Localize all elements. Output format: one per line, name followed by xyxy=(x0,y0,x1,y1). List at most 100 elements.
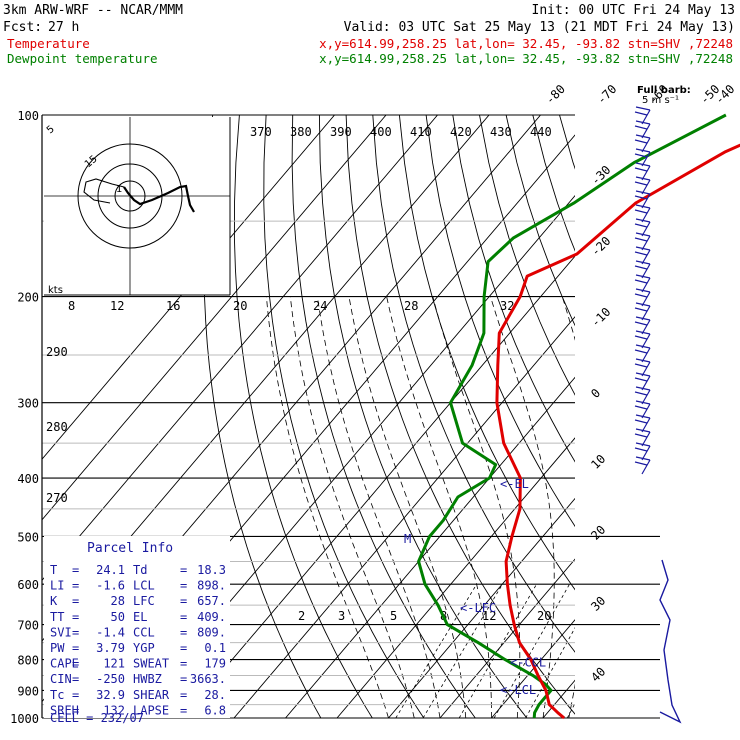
wind-barb-staff xyxy=(641,249,651,265)
pressure-label: 400 xyxy=(17,472,39,486)
wind-barb-flag xyxy=(634,181,648,186)
wind-barb-flag xyxy=(635,302,651,307)
isotherm xyxy=(42,115,335,460)
wind-barb-flag xyxy=(635,134,651,139)
theta-e-label: 390 xyxy=(330,125,352,139)
wind-barb-staff xyxy=(641,179,651,195)
parcel-eq: = xyxy=(180,672,187,686)
parcel-value: 3663. xyxy=(190,672,226,686)
theta-label: 290 xyxy=(46,345,68,359)
dry-adiabat xyxy=(559,115,575,170)
moist-adiabat xyxy=(432,296,521,718)
moist-adiabat xyxy=(289,296,415,718)
dry-adiabat xyxy=(479,115,575,396)
parcel-key: CIN xyxy=(50,672,72,686)
parcel-key: SREH xyxy=(50,703,79,717)
isotherm-label: 40 xyxy=(588,665,608,685)
parcel-eq: = xyxy=(180,563,187,577)
parcel-key: K xyxy=(50,594,58,608)
parcel-value: 24.1 xyxy=(96,563,125,577)
parcel-eq: = xyxy=(180,625,187,639)
wind-barb-flag xyxy=(634,447,648,452)
parcel-value: 18.3 xyxy=(197,563,226,577)
low-level-wind-trace xyxy=(659,559,682,724)
wind-barb-flag xyxy=(634,307,648,312)
parcel-key: LAPSE xyxy=(133,703,169,717)
wind-barb-flag xyxy=(634,363,648,368)
dry-adiabat xyxy=(693,115,740,718)
parcel-key: PW xyxy=(50,641,65,655)
legend-dewpoint-info: x,y=614.99,258.25 lat,lon= 32.45, -93.82… xyxy=(319,51,733,66)
parcel-value: -1.4 xyxy=(96,625,125,639)
parcel-key: CAPE xyxy=(50,657,79,671)
parcel-value: 32.9 xyxy=(96,688,125,702)
wind-barb-staff xyxy=(641,263,651,279)
wind-barb-staff xyxy=(641,221,651,237)
isotherm-label: -80 xyxy=(543,82,568,107)
wind-barb-staff xyxy=(641,137,651,153)
wind-barb-flag xyxy=(634,265,648,270)
wind-barb-staff xyxy=(641,361,651,377)
wind-barb-flag xyxy=(635,442,651,447)
dewpoint-profile xyxy=(417,113,727,719)
parcel-value: 50 xyxy=(111,610,125,624)
parcel-value: 28. xyxy=(204,688,226,702)
wind-barb-flag xyxy=(635,400,651,405)
parcel-key: EL xyxy=(133,610,147,624)
wind-barb-staff xyxy=(641,165,651,181)
parcel-eq: = xyxy=(180,641,187,655)
parcel-info-box: Parcel Info T = 24.1 Td = 18.3 LI = -1.6 LCL = 898.… xyxy=(44,536,230,725)
parcel-key: LFC xyxy=(133,594,155,608)
dry-adiabat xyxy=(720,115,740,718)
wind-barb-staff xyxy=(641,347,651,363)
moist-adiabat xyxy=(646,297,740,719)
dry-adiabat xyxy=(263,115,425,718)
wind-barb-flag xyxy=(634,279,648,284)
wind-barb-staff xyxy=(641,151,651,167)
dry-adiabat xyxy=(586,115,740,718)
parcel-key: HWBZ xyxy=(133,672,162,686)
dry-adiabat xyxy=(233,115,373,718)
wind-barb-flag xyxy=(634,209,648,214)
wind-barb-flag xyxy=(634,405,648,410)
dry-adiabat xyxy=(291,115,476,718)
wind-barb-flag xyxy=(634,223,648,228)
hodograph-marker: 1 xyxy=(116,184,122,195)
wind-barb-flag xyxy=(634,377,648,382)
isotherm xyxy=(285,376,575,718)
parcel-eq: = xyxy=(180,579,187,593)
mixing-ratio-label: 32 xyxy=(500,299,514,313)
wind-barb-flag xyxy=(634,349,648,354)
hodograph-ring-label-5: 5 xyxy=(45,124,57,137)
model-title: 3km ARW-WRF -- NCAR/MMM xyxy=(3,3,183,18)
parcel-value: 409. xyxy=(197,610,226,624)
wind-barb-flag xyxy=(635,316,651,321)
isotherm-label: -10 xyxy=(588,305,613,330)
full-barb-label: Full barb: xyxy=(637,85,691,96)
fcst-value: 27 h xyxy=(48,20,79,35)
valid-time: Valid: 03 UTC Sat 25 May 13 (21 MDT Fri … xyxy=(344,20,735,35)
dry-adiabat xyxy=(318,115,528,718)
parcel-key: SVI xyxy=(50,625,72,639)
dry-adiabat xyxy=(345,115,575,715)
parcel-key: Tc xyxy=(50,688,64,702)
moist-adiabat xyxy=(317,296,441,718)
mixing-ratio-label-lower: 3 xyxy=(338,609,345,623)
isotherm xyxy=(388,497,575,718)
pressure-label: 900 xyxy=(17,684,39,698)
wind-barb-staff xyxy=(641,417,651,433)
wind-barb-staff xyxy=(641,305,651,321)
pressure-label: 200 xyxy=(17,291,39,305)
wind-barb-staff xyxy=(641,333,651,349)
theta-e-label: 400 xyxy=(370,125,392,139)
wind-barb-flag xyxy=(634,153,648,158)
wind-barb-flag xyxy=(635,260,651,265)
parcel-value: 132 xyxy=(103,703,125,717)
wind-barb-flag xyxy=(635,218,651,223)
parcel-eq: = xyxy=(72,657,79,671)
wind-barb-flag xyxy=(634,195,648,200)
parcel-key: TT xyxy=(50,610,64,624)
level-annotation: M xyxy=(404,532,411,546)
legend-temperature-info: x,y=614.99,258.25 lat,lon= 32.45, -93.82… xyxy=(319,36,733,51)
